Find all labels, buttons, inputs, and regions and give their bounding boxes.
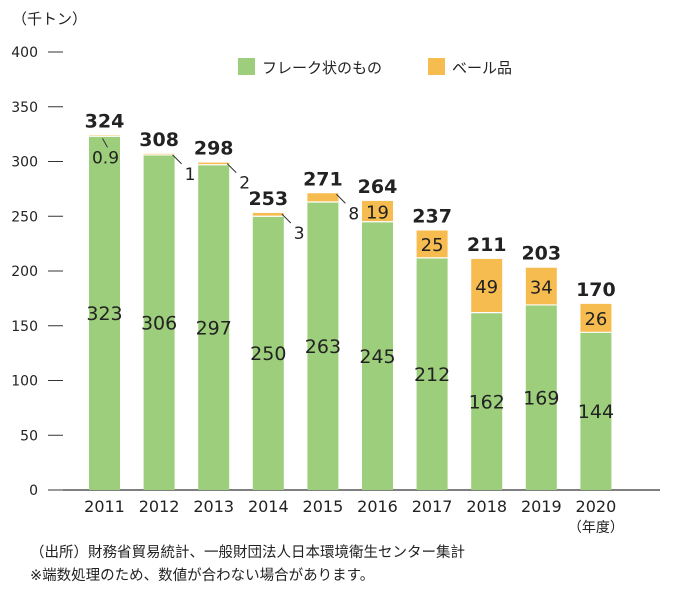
data-label-flake: 212	[414, 364, 450, 386]
data-label-bale: 26	[584, 309, 607, 330]
data-label-total: 271	[303, 168, 343, 190]
bar-bale	[416, 230, 448, 258]
data-label-bale: 49	[475, 277, 498, 298]
data-label-flake: 162	[469, 391, 505, 413]
y-tick-label: 300	[11, 155, 38, 171]
bar-flake	[89, 136, 120, 490]
bar-bale	[580, 303, 612, 333]
bar-flake	[580, 332, 612, 490]
data-label-flake: 297	[196, 317, 232, 339]
bar-bale	[471, 258, 503, 313]
x-tick-label: 2015	[303, 497, 344, 516]
data-label-total: 170	[576, 279, 616, 301]
data-label-total: 264	[358, 176, 398, 198]
data-label-bale: 8	[348, 204, 359, 224]
y-tick-label: 200	[11, 264, 38, 280]
data-label-bale: 25	[421, 235, 444, 256]
legend-swatch-flake	[238, 58, 255, 75]
leader-line	[226, 163, 237, 173]
y-axis-unit-label: （千トン）	[12, 10, 88, 28]
leader-line	[281, 213, 292, 224]
data-label-bale: 0.9	[92, 148, 119, 168]
x-tick-label: 2019	[521, 497, 562, 516]
bar-flake	[307, 202, 339, 490]
bar-flake	[198, 164, 230, 490]
legend-label-bale: ベール品	[452, 59, 512, 77]
data-label-total: 211	[467, 234, 507, 256]
bar-flake	[252, 216, 284, 490]
y-tick-label: 100	[11, 374, 38, 390]
x-axis-unit-label: （年度）	[568, 520, 624, 536]
data-label-total: 324	[85, 110, 125, 132]
y-tick-label: 250	[11, 209, 38, 225]
data-label-flake: 263	[305, 336, 341, 358]
data-label-flake: 245	[359, 346, 395, 368]
bar-flake	[362, 221, 393, 490]
data-label-flake: 169	[523, 387, 559, 409]
x-tick-label: 2014	[248, 497, 289, 516]
data-label-flake: 306	[141, 312, 177, 334]
x-tick-label: 2013	[193, 497, 234, 516]
x-tick-label: 2020	[576, 497, 617, 516]
chart-notes: （出所）財務省貿易統計、一般財団法人日本環境衛生センター集計 ※端数処理のため、…	[30, 542, 465, 588]
leader-line	[102, 138, 108, 148]
x-tick-label: 2016	[357, 497, 398, 516]
data-label-bale: 1	[185, 165, 196, 185]
bar-flake	[416, 257, 448, 490]
data-label-bale: 2	[239, 174, 250, 194]
bar-flake	[471, 312, 503, 490]
bar-bale	[252, 212, 284, 217]
data-label-total: 253	[248, 188, 288, 210]
data-label-flake: 250	[250, 343, 286, 365]
data-label-bale: 3	[294, 224, 305, 244]
y-tick-label: 350	[11, 100, 38, 116]
leader-line	[172, 154, 182, 165]
x-tick-label: 2017	[412, 497, 453, 516]
y-tick-label: 50	[20, 428, 38, 444]
data-label-bale: 34	[530, 277, 553, 298]
leader-line	[336, 193, 346, 204]
data-label-total: 203	[521, 243, 561, 265]
bar-bale	[525, 267, 557, 305]
data-label-flake: 323	[86, 303, 122, 325]
y-tick-label: 400	[11, 45, 38, 61]
bar-bale	[198, 162, 230, 165]
x-tick-label: 2011	[84, 497, 125, 516]
stacked-bar-chart: 0 50 100 150 200 250 300 350 400 323 0.9 324 2011 306…	[11, 45, 660, 536]
bar-flake	[143, 154, 175, 490]
y-tick-label: 0	[29, 483, 38, 499]
x-tick-label: 2018	[466, 497, 507, 516]
data-label-bale: 19	[366, 202, 389, 223]
data-label-flake: 144	[578, 401, 614, 423]
legend-label-flake: フレーク状のもの	[262, 59, 382, 77]
data-label-total: 308	[139, 129, 179, 151]
bar-bale	[307, 193, 339, 203]
data-label-total: 298	[194, 138, 234, 160]
rounding-note: ※端数処理のため、数値が合わない場合があります。	[30, 568, 375, 584]
legend-swatch-bale	[428, 58, 445, 75]
source-note: （出所）財務省貿易統計、一般財団法人日本環境衛生センター集計	[30, 545, 465, 561]
y-tick-label: 150	[11, 319, 38, 335]
data-label-total: 237	[412, 205, 452, 227]
x-tick-label: 2012	[139, 497, 180, 516]
bar-flake	[525, 304, 557, 490]
bar-bale	[362, 200, 393, 222]
